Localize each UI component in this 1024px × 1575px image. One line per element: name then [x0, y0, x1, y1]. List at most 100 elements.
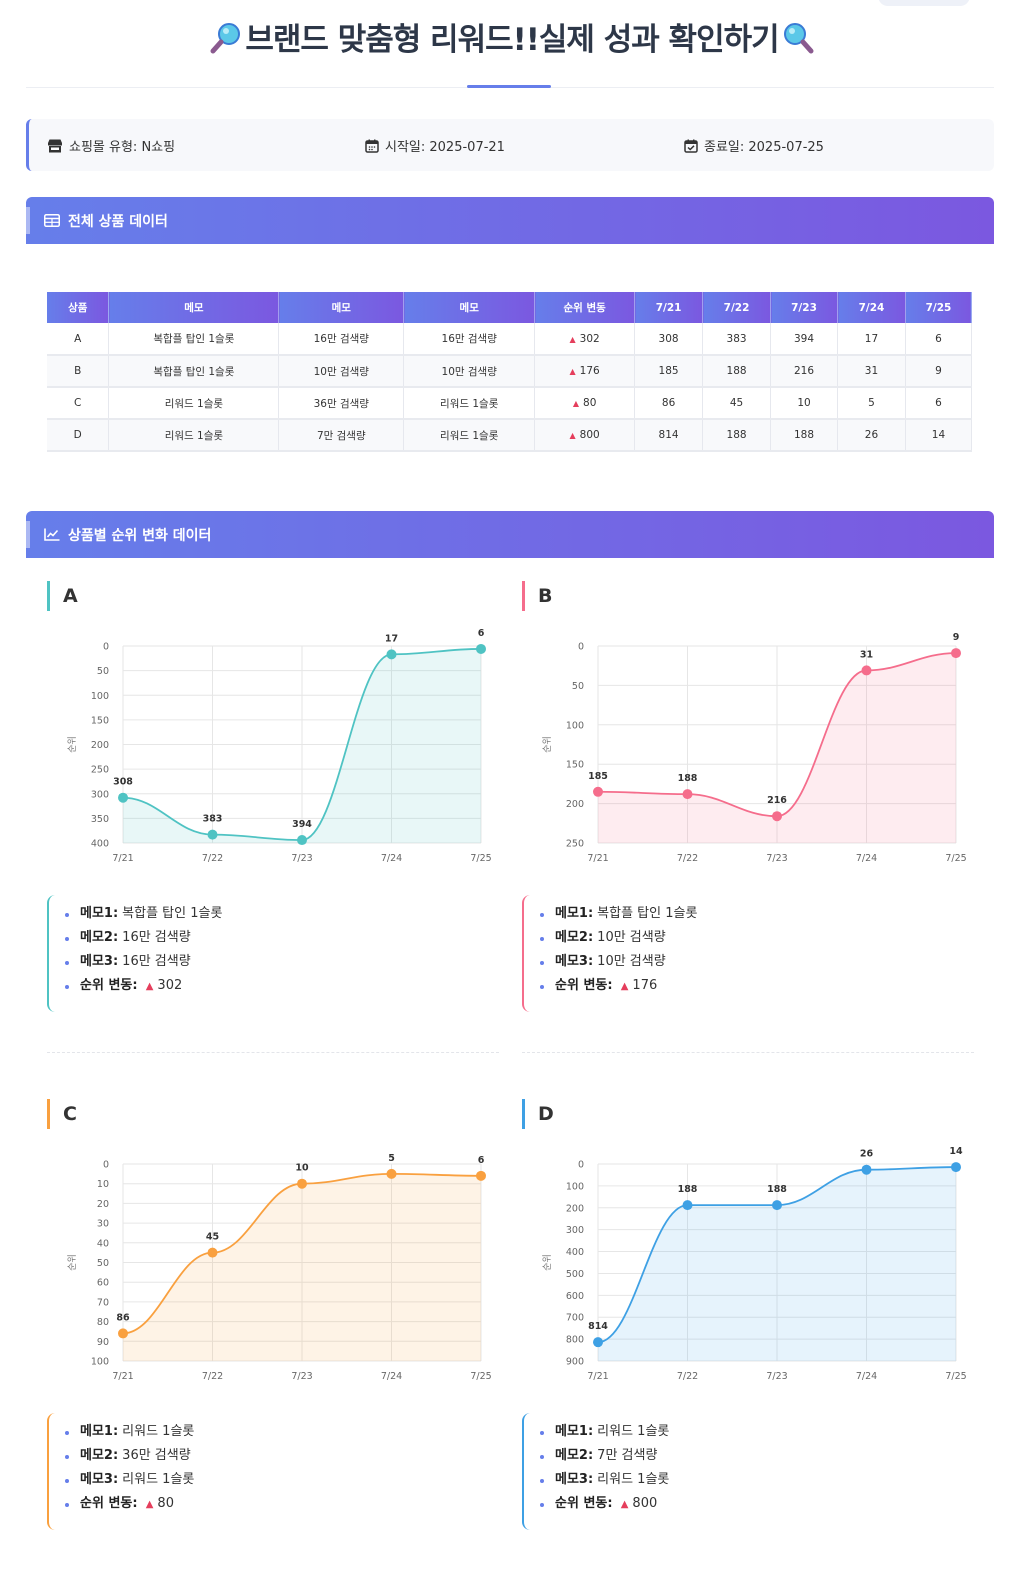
card-separator [47, 1052, 499, 1053]
table-cell: 36만 검색량 [278, 387, 405, 420]
y-tick-label: 250 [91, 765, 109, 776]
rank-change-cell: ▲ 176 [534, 355, 636, 388]
rank-change-cell: ▲ 302 [534, 323, 636, 356]
rank-change-value: 176 [579, 365, 600, 377]
table-cell: 6 [905, 323, 973, 356]
memo-box-d: 메모1: 리워드 1슬롯 메모2: 7만 검색량 메모3: 리워드 1슬롯 순위 변동… [522, 1413, 974, 1530]
table-cell: 리워드 1슬롯 [108, 419, 280, 452]
y-tick-label: 20 [97, 1199, 109, 1210]
rank-change-label: 순위 변동: [80, 1496, 138, 1511]
memo2-label: 메모2: [555, 930, 594, 945]
memo-box-b: 메모1: 복합플 탑인 1슬롯 메모2: 10만 검색량 메모3: 10만 검색량 순… [522, 895, 974, 1012]
table-header-row: 상품 메모 메모 메모 순위 변동 7/21 7/22 7/23 7/24 7/… [47, 292, 973, 323]
memo1-item: 메모1: 복합플 탑인 1슬롯 [63, 902, 499, 926]
charts-section-header: 상품별 순위 변화 데이터 [26, 511, 994, 558]
memo3-item: 메모3: 리워드 1슬롯 [63, 1468, 499, 1492]
table-cell: C [47, 387, 110, 420]
data-point [386, 649, 397, 660]
memo2-value: 7만 검색량 [597, 1448, 658, 1463]
y-tick-label: 700 [566, 1313, 584, 1324]
mall-type-info: 쇼핑몰 유형: N쇼핑 [47, 136, 175, 155]
table-cell: 16만 검색량 [278, 323, 405, 356]
rank-change-cell: ▲ 80 [534, 387, 636, 420]
table-cell: 188 [702, 419, 772, 452]
y-tick-label: 100 [566, 720, 584, 731]
memo2-item: 메모2: 16만 검색량 [63, 926, 499, 950]
x-tick-label: 7/23 [766, 1371, 787, 1382]
series-area [123, 648, 481, 843]
data-label: 185 [588, 771, 608, 782]
y-tick-label: 300 [91, 789, 109, 800]
x-tick-label: 7/25 [470, 1371, 491, 1382]
data-point [772, 1200, 782, 1211]
data-label: 188 [767, 1184, 787, 1195]
memo1-label: 메모1: [80, 1424, 119, 1439]
data-point [476, 643, 486, 654]
x-tick-label: 7/24 [381, 853, 402, 864]
memo1-value: 리워드 1슬롯 [597, 1424, 670, 1439]
data-point [772, 811, 782, 822]
charts-section-title: 상품별 순위 변화 데이터 [68, 527, 212, 544]
rank-change-value: 302 [157, 978, 183, 993]
y-tick-label: 50 [97, 1258, 109, 1269]
data-point [593, 1337, 603, 1348]
y-tick-label: 10 [97, 1179, 109, 1190]
up-arrow-icon: ▲ [145, 1499, 154, 1510]
y-tick-label: 30 [97, 1219, 109, 1230]
x-tick-label: 7/21 [587, 853, 608, 864]
memo3-label: 메모3: [555, 954, 594, 969]
table-row: B 복합플 탑인 1슬롯 10만 검색량 10만 검색량 ▲ 176 185 18… [47, 355, 973, 388]
y-tick-label: 60 [97, 1278, 109, 1289]
y-tick-label: 200 [566, 799, 584, 810]
table-header-cell: 7/22 [702, 292, 772, 323]
rank-change-value: 80 [583, 397, 597, 409]
x-tick-label: 7/21 [587, 1371, 608, 1382]
table-cell: 7만 검색량 [278, 419, 405, 452]
data-point [861, 665, 872, 676]
series-line [597, 652, 957, 818]
table-cell: 383 [702, 323, 772, 356]
memo2-item: 메모2: 7만 검색량 [538, 1444, 974, 1468]
start-date-info: 시작일: 2025-07-21 [365, 136, 505, 155]
rank-change-label: 순위 변동: [555, 978, 613, 993]
memo3-value: 리워드 1슬롯 [122, 1472, 195, 1487]
table-icon [44, 214, 60, 227]
x-tick-label: 7/25 [945, 1371, 966, 1382]
y-tick-label: 100 [566, 1181, 584, 1192]
up-arrow-icon: ▲ [569, 431, 576, 440]
memo3-item: 메모3: 리워드 1슬롯 [538, 1468, 974, 1492]
data-label: 188 [678, 773, 698, 784]
calendar-check-icon [684, 139, 698, 153]
y-tick-label: 200 [91, 740, 109, 751]
table-cell: 814 [634, 419, 704, 452]
table-cell: 10만 검색량 [403, 355, 536, 388]
memo3-item: 메모3: 10만 검색량 [538, 950, 974, 974]
y-tick-label: 0 [103, 642, 109, 653]
up-arrow-icon: ▲ [145, 981, 154, 992]
memo1-item: 메모1: 리워드 1슬롯 [538, 1420, 974, 1444]
rank-change-item: 순위 변동: ▲ 80 [63, 1492, 499, 1516]
table-header-cell: 순위 변동 [534, 292, 636, 323]
y-tick-label: 80 [97, 1317, 109, 1328]
x-tick-label: 7/24 [381, 1371, 402, 1382]
x-tick-label: 7/22 [677, 853, 698, 864]
data-point [297, 1178, 307, 1189]
data-label: 45 [206, 1232, 219, 1243]
memo1-label: 메모1: [555, 906, 594, 921]
table-cell: 188 [702, 355, 772, 388]
up-arrow-icon: ▲ [620, 1499, 629, 1510]
chart-title: A [47, 581, 78, 611]
y-tick-label: 200 [566, 1203, 584, 1214]
data-label: 26 [860, 1149, 874, 1160]
line-chart-icon [44, 528, 60, 541]
rank-change-value: 800 [632, 1496, 658, 1511]
page-title-text: 브랜드 맞춤형 리워드!!실제 성과 확인하기 [245, 22, 779, 58]
table-header-cell: 7/21 [634, 292, 704, 323]
table-cell: A [47, 323, 110, 356]
rank-change-value: 302 [579, 332, 600, 345]
table-header-cell: 7/23 [770, 292, 838, 323]
table-cell: B [47, 355, 110, 388]
data-label: 17 [385, 633, 398, 644]
y-tick-label: 400 [566, 1247, 584, 1258]
data-point [118, 792, 128, 803]
